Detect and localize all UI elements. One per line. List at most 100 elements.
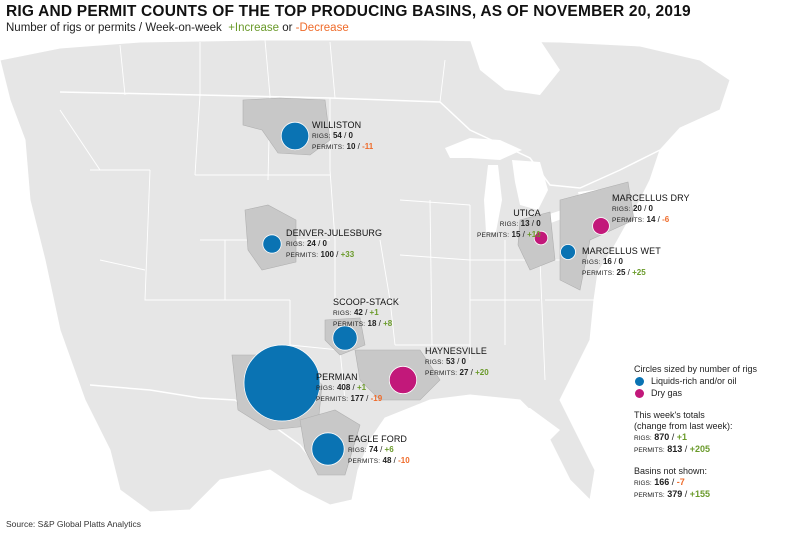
permits-value: 48: [382, 456, 392, 465]
not-shown-permits-change: +155: [689, 489, 711, 499]
permits-value: 14: [646, 215, 656, 224]
basin-name: WILLISTON: [312, 120, 362, 130]
legend-label-liquids: Liquids-rich and/or oil: [651, 375, 737, 386]
label-permian: PERMIAN RIGS: 408 / +1 PERMITS: 177 / -1…: [316, 372, 382, 406]
rigs-change: +6: [384, 444, 394, 454]
rigs-change: 0: [648, 203, 653, 213]
totals-permits-change: +205: [689, 444, 711, 454]
not-shown-title: Basins not shown:: [634, 466, 708, 476]
label-utica: UTICA RIGS: 13 / 0 PERMITS: 15 / +10: [477, 208, 541, 242]
legend-item-liquids: Liquids-rich and/or oil: [634, 375, 757, 387]
not-shown-permits: 379: [667, 489, 683, 499]
basin-name: MARCELLUS DRY: [612, 193, 690, 203]
basin-name: MARCELLUS WET: [582, 246, 661, 256]
hudson-bay: [470, 40, 560, 95]
permits-key: PERMITS:: [312, 144, 345, 151]
bubble-marcellus-dry: [592, 217, 610, 235]
label-scoop-stack: SCOOP-STACK RIGS: 42 / +1 PERMITS: 18 / …: [333, 297, 399, 331]
permits-line: PERMITS: 10 / -11: [312, 142, 374, 151]
permits-key: PERMITS:: [477, 232, 510, 239]
rigs-change: +1: [369, 307, 379, 317]
permits-value: 25: [616, 268, 626, 277]
totals-subtitle: (change from last week):: [634, 421, 733, 431]
permits-key: PERMITS:: [582, 270, 615, 277]
bubble-haynesville: [388, 365, 418, 395]
liquids-swatch: [635, 376, 644, 386]
permits-value: 27: [459, 368, 469, 377]
not-shown-rigs-change: -7: [676, 477, 685, 487]
legend: Circles sized by number of rigs Liquids-…: [634, 364, 757, 399]
rigs-key: RIGS:: [634, 480, 652, 487]
subtitle-decrease: -Decrease: [295, 22, 349, 34]
permits-line: PERMITS: 15 / +10: [477, 230, 541, 239]
basin-name: PERMIAN: [316, 372, 358, 382]
permits-change: +10: [527, 230, 541, 239]
permits-key: PERMITS:: [348, 458, 381, 465]
permits-change: -19: [370, 394, 383, 403]
dry-gas-swatch: [635, 388, 644, 398]
permits-key: PERMITS:: [634, 447, 665, 454]
weekly-totals: This week's totals (change from last wee…: [634, 410, 733, 456]
subtitle-prefix: Number of rigs or permits / Week-on-week: [6, 22, 222, 34]
legend-label-dry-gas: Dry gas: [651, 387, 683, 398]
permits-value: 10: [346, 142, 356, 151]
rigs-key: RIGS:: [425, 358, 444, 366]
permits-line: PERMITS: 18 / +8: [333, 319, 393, 328]
permits-line: PERMITS: 27 / +20: [425, 368, 489, 377]
label-marcellus-wet: MARCELLUS WET RIGS: 16 / 0 PERMITS: 25 /…: [582, 246, 661, 280]
permits-value: 15: [511, 230, 521, 239]
rigs-key: RIGS:: [286, 240, 305, 248]
subtitle-or: or: [282, 22, 293, 34]
permits-key: PERMITS:: [425, 370, 458, 377]
legend-title: Circles sized by number of rigs: [634, 364, 758, 374]
permits-value: 100: [320, 250, 334, 259]
permits-line: PERMITS: 25 / +25: [582, 268, 646, 277]
rigs-value: 74: [368, 444, 378, 454]
rigs-line: RIGS: 408 / +1: [316, 382, 367, 392]
bubble-denver-julesburg: [262, 234, 282, 254]
us-canada-border: [59, 91, 661, 189]
permits-change: -6: [662, 215, 670, 224]
totals-rigs-change: +1: [676, 432, 688, 442]
rigs-value: 42: [353, 307, 363, 317]
lake-huron: [512, 160, 548, 210]
canada-province-borders: [119, 40, 446, 103]
basin-name: DENVER-JULESBURG: [286, 228, 383, 238]
permits-key: PERMITS:: [316, 396, 349, 403]
rigs-key: RIGS:: [612, 205, 631, 213]
basin-name: HAYNESVILLE: [425, 346, 487, 356]
bubble-marcellus-wet: [560, 244, 576, 260]
permits-key: PERMITS:: [286, 252, 319, 259]
rigs-value: 13: [520, 218, 530, 228]
map-title: RIG AND PERMIT COUNTS OF THE TOP PRODUCI…: [6, 3, 691, 20]
bubble-williston: [280, 121, 310, 151]
rigs-line: RIGS: 42 / +1: [333, 307, 379, 317]
rigs-key: RIGS:: [634, 435, 652, 442]
permits-key: PERMITS:: [333, 321, 366, 328]
rigs-line: RIGS: 16 / 0: [582, 256, 623, 266]
rigs-line: RIGS: 54 / 0: [312, 130, 353, 140]
totals-permits: 813: [667, 444, 683, 454]
label-marcellus-dry: MARCELLUS DRY RIGS: 20 / 0 PERMITS: 14 /…: [612, 193, 690, 227]
rigs-change: 0: [618, 256, 623, 266]
rigs-line: RIGS: 20 / 0: [612, 203, 653, 213]
permits-change: +25: [632, 268, 646, 277]
label-eagle-ford: EAGLE FORD RIGS: 74 / +6 PERMITS: 48 / -…: [348, 434, 410, 468]
rigs-key: RIGS:: [316, 384, 335, 392]
basin-name: EAGLE FORD: [348, 434, 408, 444]
rigs-key: RIGS:: [333, 309, 352, 317]
bubble-permian: [243, 344, 321, 422]
rigs-value: 53: [445, 356, 455, 366]
totals-rigs-line: RIGS: 870 / +1: [634, 432, 688, 442]
rigs-key: RIGS:: [582, 258, 601, 266]
rigs-key: RIGS:: [312, 132, 331, 140]
rigs-line: RIGS: 53 / 0: [425, 356, 466, 366]
rigs-value: 16: [602, 256, 612, 266]
rigs-value: 24: [306, 238, 316, 248]
basin-area-marcellus: [559, 181, 635, 291]
rigs-change: 0: [461, 356, 466, 366]
permits-line: PERMITS: 100 / +33: [286, 250, 355, 259]
rigs-key: RIGS:: [348, 446, 367, 454]
us-mexico-border: [89, 384, 321, 471]
